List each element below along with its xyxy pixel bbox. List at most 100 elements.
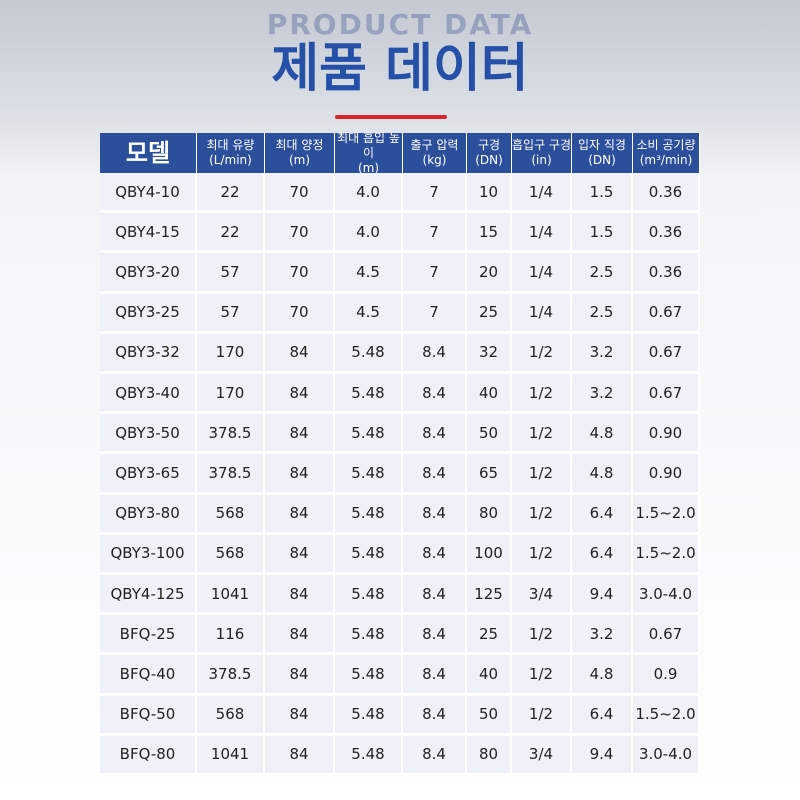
- table-cell: 9.4: [572, 575, 633, 616]
- column-unit: (m): [288, 153, 311, 167]
- column-name: 출구 압력: [410, 138, 459, 152]
- table-cell: 8.4: [403, 374, 467, 415]
- header-cell: 입자 직경 (DN): [572, 133, 633, 173]
- table-cell: 10: [467, 173, 512, 214]
- table-cell: 1041: [197, 735, 265, 776]
- table-cell: 70: [265, 293, 335, 334]
- header-cell: 흡입구 구경 (in): [512, 133, 572, 173]
- table-cell: 25: [467, 293, 512, 334]
- column-unit: (in): [531, 153, 552, 167]
- table-cell: 50: [467, 695, 512, 736]
- table-cell: 1/4: [512, 173, 572, 214]
- table-cell: 8.4: [403, 414, 467, 455]
- table-cell: 57: [197, 253, 265, 294]
- table-cell: 1/2: [512, 333, 572, 374]
- table-cell: 1/2: [512, 655, 572, 696]
- table-cell: 84: [265, 735, 335, 776]
- table-cell: 8.4: [403, 454, 467, 495]
- table-cell: 8.4: [403, 534, 467, 575]
- column-unit: (DN): [475, 153, 503, 167]
- table-cell: 378.5: [197, 655, 265, 696]
- table-cell: 84: [265, 374, 335, 415]
- table-cell: 0.9: [633, 655, 700, 696]
- table-cell: 4.0: [335, 173, 403, 214]
- title-underline: [335, 115, 447, 119]
- table-cell: 4.5: [335, 253, 403, 294]
- table-cell: 8.4: [403, 615, 467, 656]
- table-cell: 84: [265, 615, 335, 656]
- table-cell: 70: [265, 253, 335, 294]
- table-cell: QBY3-40: [100, 374, 197, 415]
- table-cell: 22: [197, 213, 265, 254]
- table-cell: 84: [265, 454, 335, 495]
- table-cell: 84: [265, 534, 335, 575]
- table-cell: 65: [467, 454, 512, 495]
- table-cell: QBY3-50: [100, 414, 197, 455]
- table-cell: 3.0-4.0: [633, 735, 700, 776]
- table-cell: 4.0: [335, 213, 403, 254]
- table-cell: 9.4: [572, 735, 633, 776]
- table-cell: 5.48: [335, 534, 403, 575]
- table-cell: QBY4-10: [100, 173, 197, 214]
- table-cell: 22: [197, 173, 265, 214]
- table-cell: QBY3-25: [100, 293, 197, 334]
- table-cell: 4.8: [572, 655, 633, 696]
- table-cell: QBY3-65: [100, 454, 197, 495]
- table-cell: 5.48: [335, 333, 403, 374]
- table-cell: 1/4: [512, 293, 572, 334]
- table-cell: 7: [403, 213, 467, 254]
- table-cell: 1.5: [572, 173, 633, 214]
- table-cell: 1/2: [512, 494, 572, 535]
- table-cell: 0.36: [633, 253, 700, 294]
- header-cell: 구경 (DN): [467, 133, 512, 173]
- header-cell: 모델: [100, 133, 197, 173]
- table-cell: 80: [467, 735, 512, 776]
- table-cell: 1041: [197, 575, 265, 616]
- table-cell: 6.4: [572, 534, 633, 575]
- table-cell: 8.4: [403, 655, 467, 696]
- table-cell: 1/2: [512, 615, 572, 656]
- column-unit: (DN): [588, 153, 616, 167]
- table-cell: 84: [265, 575, 335, 616]
- table-cell: 3.2: [572, 615, 633, 656]
- table-cell: 8.4: [403, 575, 467, 616]
- table-cell: 1.5: [572, 213, 633, 254]
- table-cell: 3.2: [572, 374, 633, 415]
- table-cell: 20: [467, 253, 512, 294]
- header-cell: 최대 유량 (L/min): [197, 133, 265, 173]
- table-cell: 378.5: [197, 454, 265, 495]
- table-cell: 7: [403, 173, 467, 214]
- table-cell: BFQ-40: [100, 655, 197, 696]
- table-cell: 1/2: [512, 374, 572, 415]
- column-name: 흡입구 구경: [512, 138, 572, 152]
- table-cell: 4.5: [335, 293, 403, 334]
- table-cell: 0.67: [633, 615, 700, 656]
- table-cell: 100: [467, 534, 512, 575]
- table-cell: 0.90: [633, 454, 700, 495]
- column-name: 모델: [125, 138, 171, 167]
- table-cell: 80: [467, 494, 512, 535]
- column-unit: (m³/min): [639, 153, 693, 167]
- table-cell: 3/4: [512, 735, 572, 776]
- column-unit: (m): [357, 160, 380, 175]
- table-cell: 0.67: [633, 293, 700, 334]
- column-name: 구경: [477, 138, 501, 152]
- table-cell: 8.4: [403, 735, 467, 776]
- table-cell: 1/2: [512, 534, 572, 575]
- table-cell: 568: [197, 534, 265, 575]
- table-cell: QBY3-80: [100, 494, 197, 535]
- table-cell: 5.48: [335, 494, 403, 535]
- table-cell: 116: [197, 615, 265, 656]
- table-cell: 1.5~2.0: [633, 534, 700, 575]
- header-cell: 소비 공기량 (m³/min): [633, 133, 700, 173]
- table-cell: 1/4: [512, 253, 572, 294]
- subtitle: PRODUCT DATA: [266, 8, 534, 41]
- table-cell: 84: [265, 494, 335, 535]
- table-cell: 1.5~2.0: [633, 695, 700, 736]
- table-cell: 70: [265, 173, 335, 214]
- column-name: 입자 직경: [578, 138, 626, 152]
- table-cell: 568: [197, 695, 265, 736]
- column-unit: (L/min): [209, 153, 252, 167]
- table-cell: 5.48: [335, 655, 403, 696]
